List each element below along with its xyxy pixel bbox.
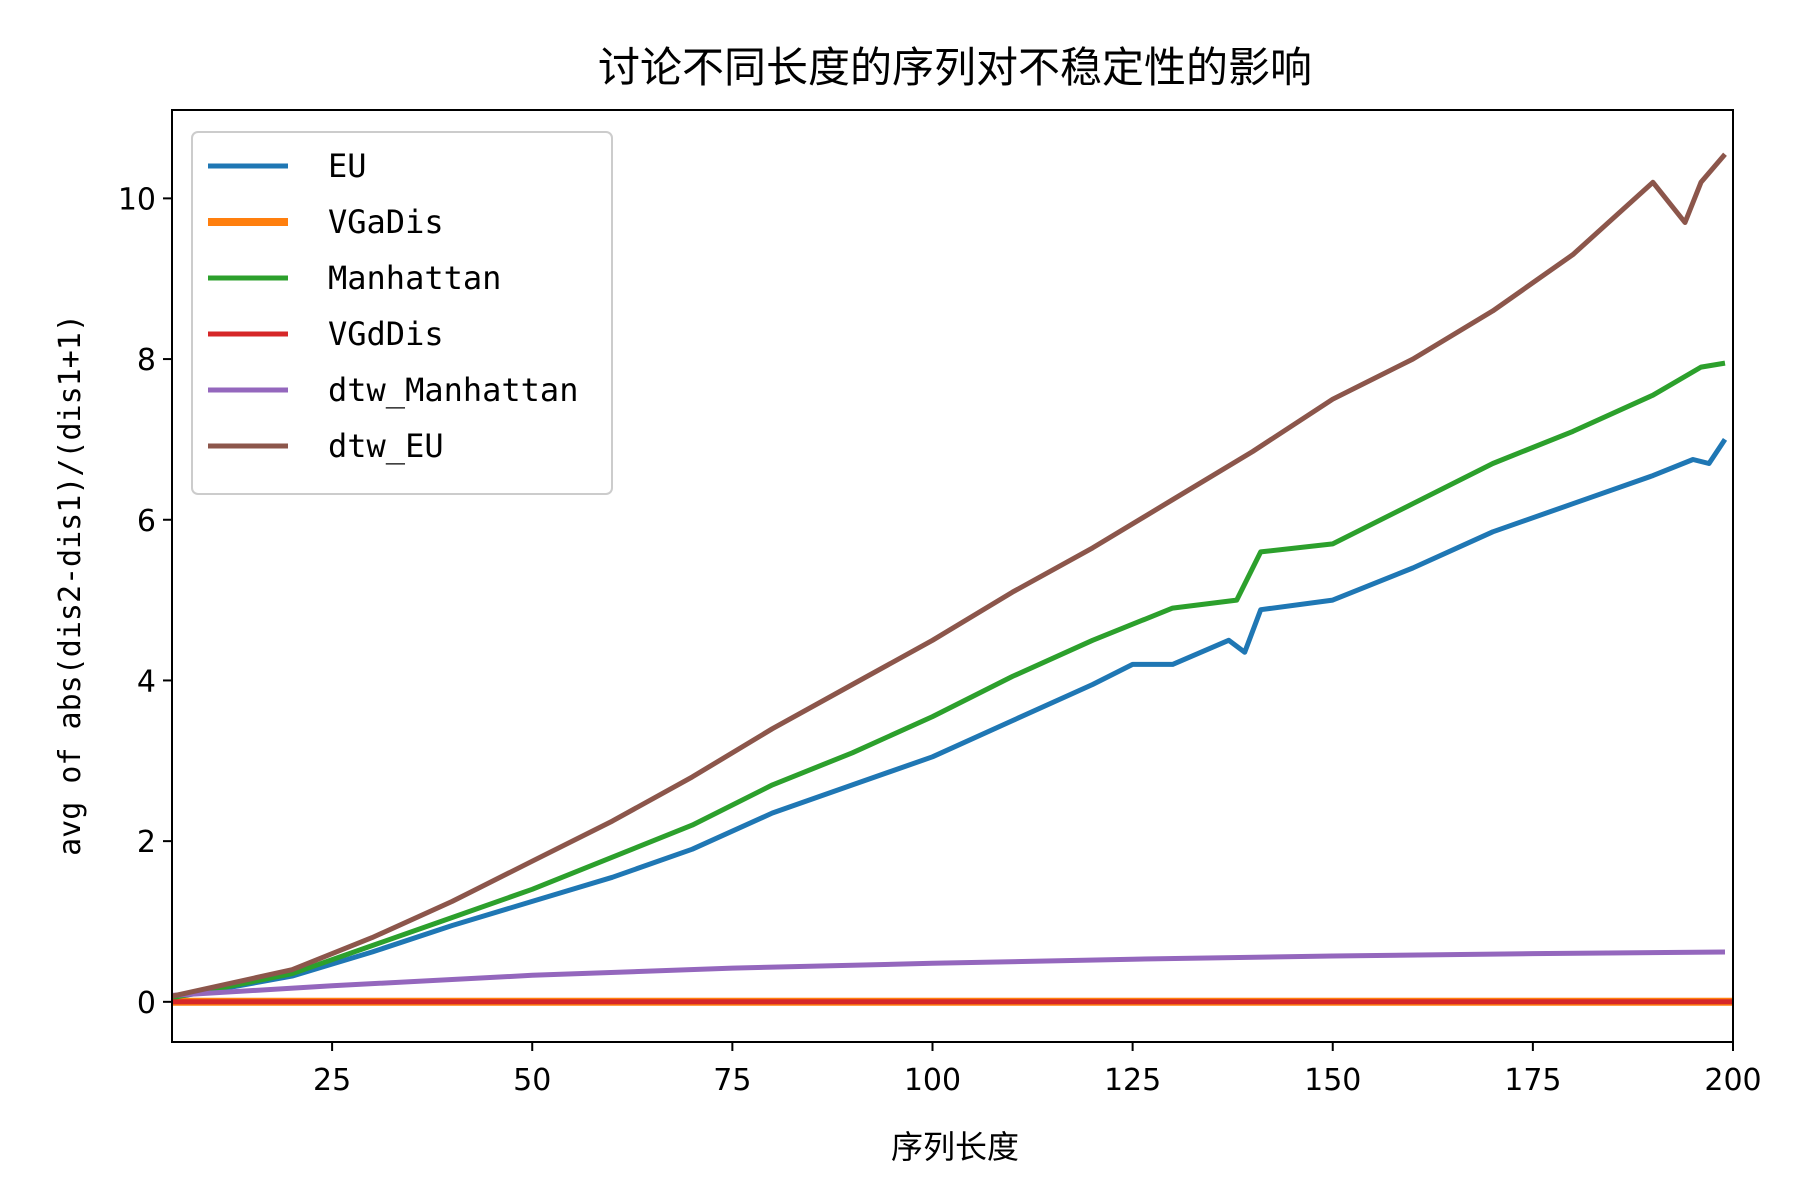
series-line-dtw-eu: [171, 152, 1727, 999]
y-tick-label-8: 8: [137, 343, 156, 378]
series-layer: [171, 152, 1733, 1006]
x-tick-label-150: 150: [1304, 1063, 1361, 1098]
y-tick-label-0: 0: [137, 986, 156, 1021]
y-tick-label-2: 2: [137, 825, 156, 860]
legend-label-dtw-eu: dtw_EU: [328, 427, 444, 465]
tick-layer: 25 50 75 100 125 150 175 200 0 2 4 6 8 10: [118, 182, 1762, 1098]
x-tick-label-75: 75: [713, 1063, 751, 1098]
legend-label-manhattan: Manhattan: [328, 259, 501, 297]
x-tick-label-200: 200: [1704, 1063, 1761, 1098]
series-line-dtw-manhattan: [171, 949, 1726, 998]
legend-label-dtw-manhattan: dtw_Manhattan: [328, 371, 578, 409]
y-axis-label: avg of abs(dis2-dis1)/(dis1+1): [53, 314, 88, 856]
x-axis-label: 序列长度: [891, 1128, 1019, 1166]
plot-frame: [171, 109, 1734, 1043]
x-tick-label-100: 100: [904, 1063, 961, 1098]
chart-title: 讨论不同长度的序列对不稳定性的影响: [598, 43, 1312, 92]
x-tick-label-175: 175: [1504, 1063, 1561, 1098]
series-line-manhattan: [171, 360, 1726, 1001]
x-tick-label-25: 25: [313, 1063, 351, 1098]
series-line-eu: [171, 438, 1728, 1001]
x-tick-label-125: 125: [1104, 1063, 1161, 1098]
legend-label-eu: EU: [328, 147, 367, 185]
legend-label-vgddis: VGdDis: [328, 315, 444, 353]
x-tick-label-50: 50: [513, 1063, 551, 1098]
y-tick-label-4: 4: [137, 664, 156, 699]
y-tick-label-10: 10: [118, 182, 156, 217]
y-tick-label-6: 6: [137, 504, 156, 539]
legend: EU VGaDis Manhattan VGdDis dtw_Manhattan dtw_…: [191, 131, 613, 495]
legend-label-vgadis: VGaDis: [328, 203, 444, 241]
legend-box: [191, 131, 613, 495]
